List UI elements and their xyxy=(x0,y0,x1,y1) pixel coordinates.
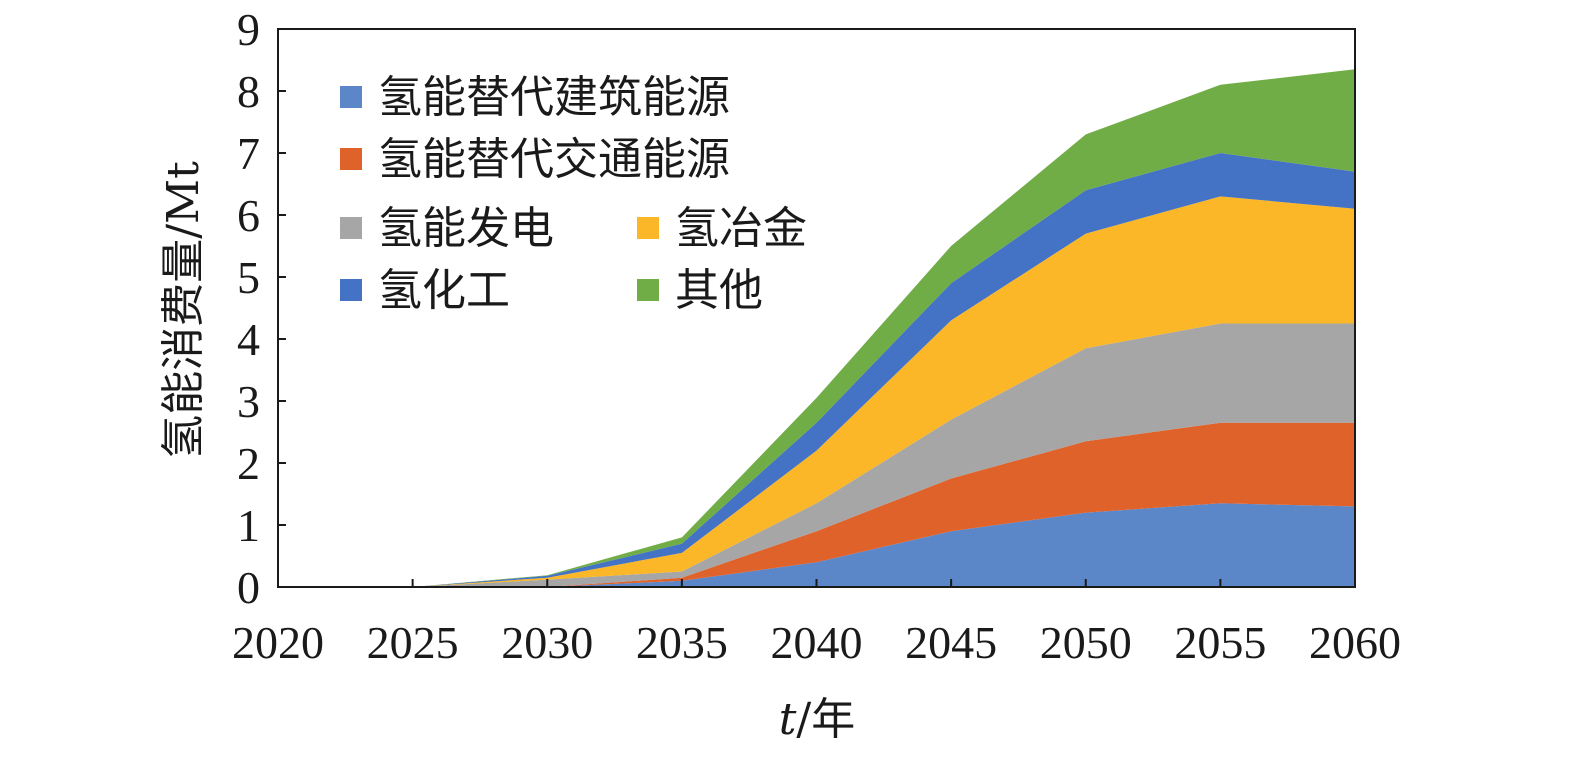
area-series-3 xyxy=(278,323,1355,587)
x-tick-label: 2050 xyxy=(1040,617,1132,668)
legend-label: 其他 xyxy=(675,265,763,316)
y-axis-ticks: 0 1 2 3 4 5 6 7 8 9 xyxy=(237,4,286,613)
x-axis-title: t/年 xyxy=(779,694,856,745)
area-series-6 xyxy=(278,69,1355,588)
x-axis-ticks: 2020 2025 2030 2035 2040 2045 2050 2055 2060 xyxy=(232,579,1401,668)
legend-swatch xyxy=(340,86,362,108)
y-tick-label: 3 xyxy=(237,376,260,427)
area-series-group xyxy=(278,69,1355,588)
area-series-4 xyxy=(278,196,1355,587)
x-tick-label: 2030 xyxy=(501,617,593,668)
x-tick-label: 2055 xyxy=(1174,617,1266,668)
x-axis-title-unit: /年 xyxy=(796,694,855,745)
legend-swatch xyxy=(637,217,659,239)
legend-label: 氢能替代建筑能源 xyxy=(378,72,730,123)
legend-swatch xyxy=(340,148,362,170)
legend-label: 氢能替代交通能源 xyxy=(378,134,730,185)
y-tick-label: 5 xyxy=(237,252,260,303)
y-tick-label: 9 xyxy=(237,4,260,55)
y-tick-label: 7 xyxy=(237,128,260,179)
x-tick-label: 2040 xyxy=(771,617,863,668)
y-tick-label: 6 xyxy=(237,190,260,241)
y-tick-label: 1 xyxy=(237,500,260,551)
area-series-5 xyxy=(278,153,1355,587)
legend-swatch xyxy=(340,217,362,239)
y-tick-label: 4 xyxy=(237,314,260,365)
legend-swatch xyxy=(637,279,659,301)
x-tick-label: 2045 xyxy=(905,617,997,668)
y-tick-label: 8 xyxy=(237,66,260,117)
y-tick-label: 0 xyxy=(237,562,260,613)
x-axis-title-variable: t xyxy=(779,694,797,745)
legend-swatch xyxy=(340,279,362,301)
x-tick-label: 2035 xyxy=(636,617,728,668)
area-series-1 xyxy=(278,503,1355,587)
legend-label: 氢化工 xyxy=(378,265,510,316)
legend-label: 氢能发电 xyxy=(378,203,554,254)
x-tick-label: 2025 xyxy=(367,617,459,668)
x-tick-label: 2020 xyxy=(232,617,324,668)
y-tick-label: 2 xyxy=(237,438,260,489)
y-axis-title: 氢能消费量/Mt xyxy=(158,161,209,459)
x-tick-label: 2060 xyxy=(1309,617,1401,668)
legend-label: 氢冶金 xyxy=(675,203,807,254)
area-series-2 xyxy=(278,422,1355,587)
